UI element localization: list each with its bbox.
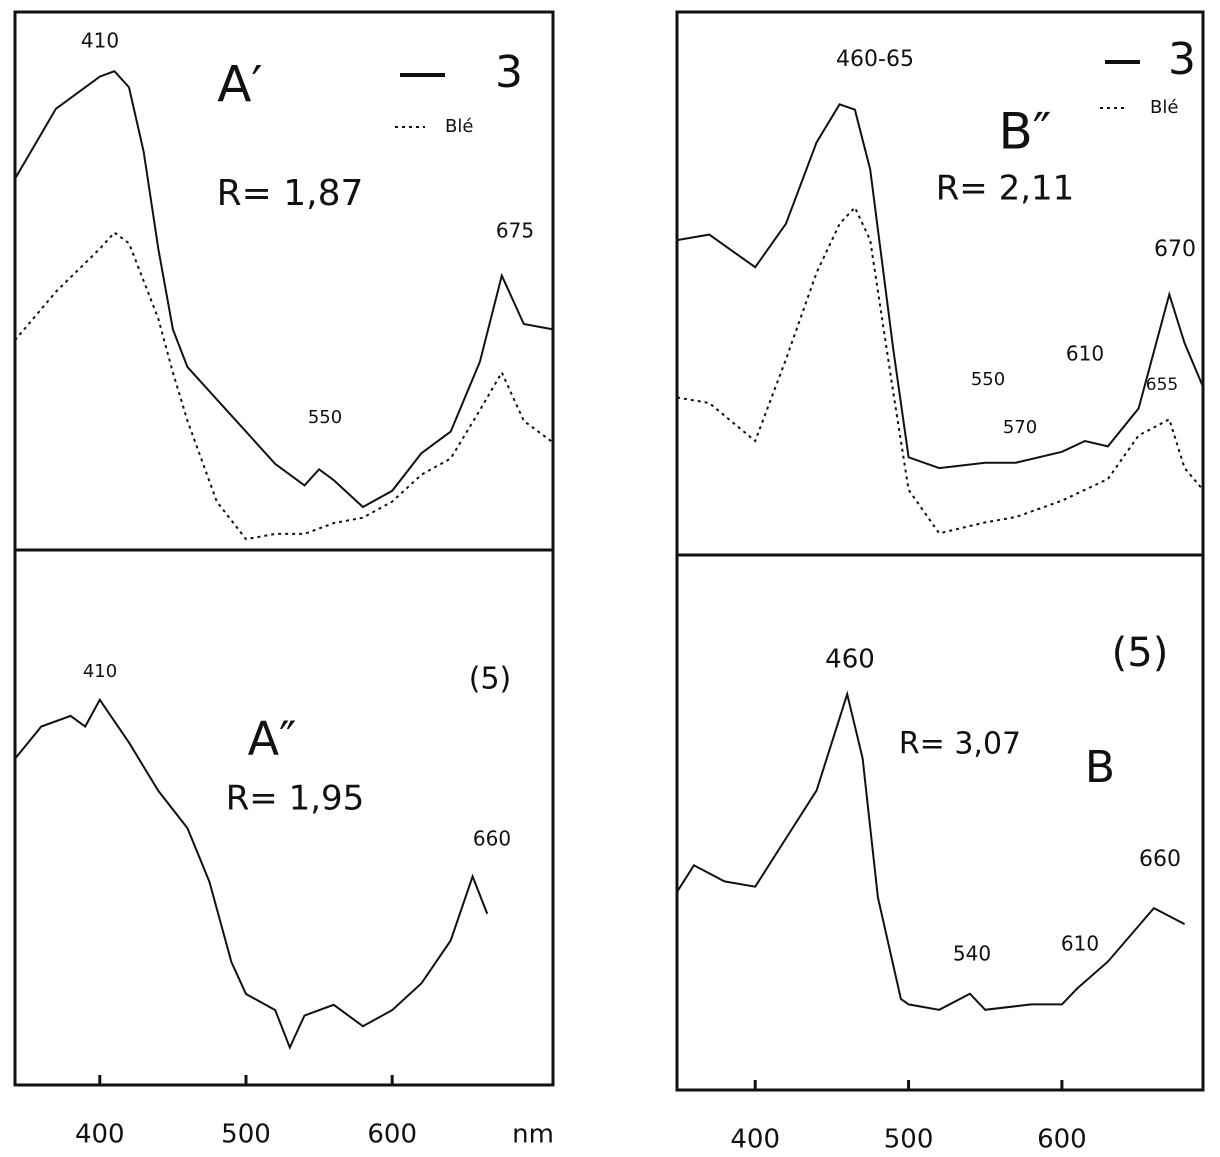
annotation: R= 2,11 xyxy=(936,169,1075,209)
annotation: 610 xyxy=(1066,342,1104,366)
x-tick-label: 500 xyxy=(221,1120,271,1150)
annotation: 550 xyxy=(971,369,1005,390)
annotation: 460-65 xyxy=(836,47,914,72)
plot-frame xyxy=(675,553,1205,1092)
plot-frame xyxy=(675,10,1205,557)
panel-title: A′ xyxy=(217,56,263,114)
annotation: 460 xyxy=(825,645,875,675)
annotation: 660 xyxy=(1139,847,1181,872)
annotation: R= 3,07 xyxy=(899,727,1021,762)
annotation: 610 xyxy=(1061,932,1099,956)
legend-label: 3 xyxy=(495,47,523,98)
plot-frame xyxy=(13,548,555,1087)
x-tick-label: 600 xyxy=(1037,1125,1087,1155)
annotation: 540 xyxy=(953,942,991,966)
legend-label: Blé xyxy=(1150,97,1178,118)
x-tick-label: 400 xyxy=(730,1125,780,1155)
annotation: 410 xyxy=(83,661,117,682)
spectrum-line xyxy=(676,690,1186,1011)
annotation: (5) xyxy=(1112,630,1169,676)
annotation: R= 1,87 xyxy=(217,173,364,214)
x-tick-label: 400 xyxy=(75,1120,125,1150)
spectrum-line xyxy=(676,205,1204,535)
annotation: (5) xyxy=(469,662,512,697)
spectrum-line xyxy=(14,697,489,1051)
annotation: 675 xyxy=(496,219,534,243)
annotation: R= 1,95 xyxy=(226,779,365,819)
spectrum-line xyxy=(676,103,1204,470)
annotation: 570 xyxy=(1003,417,1037,438)
panel-title: B″ xyxy=(999,103,1052,161)
annotation: 655 xyxy=(1146,375,1178,395)
x-tick-label: 500 xyxy=(884,1125,934,1155)
annotation: 670 xyxy=(1154,237,1196,262)
annotation: 660 xyxy=(473,827,511,851)
x-tick-label: 600 xyxy=(367,1120,417,1150)
annotation: 410 xyxy=(81,29,119,53)
panel-title: B xyxy=(1085,742,1115,793)
panel-title: A″ xyxy=(248,712,297,766)
spectrum-line xyxy=(14,70,554,509)
legend-label: 3 xyxy=(1168,34,1196,85)
annotation: 550 xyxy=(308,407,342,428)
spectrum-line xyxy=(14,231,554,541)
legend-label: Blé xyxy=(445,116,473,137)
x-axis-label: nm xyxy=(512,1120,554,1150)
